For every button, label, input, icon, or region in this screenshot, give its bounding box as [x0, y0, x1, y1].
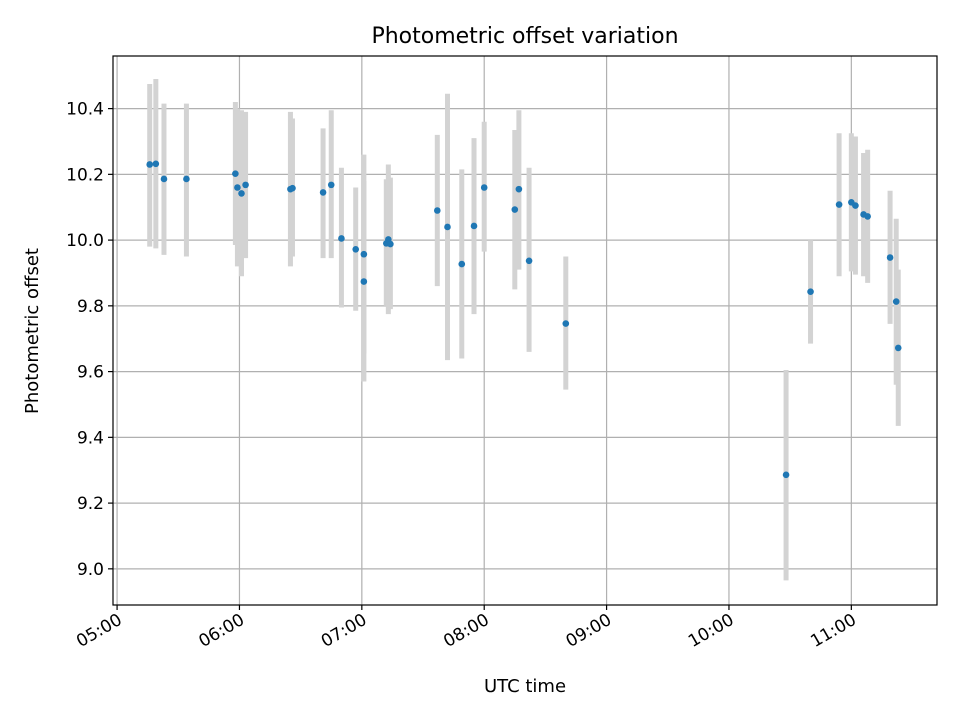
data-point [782, 471, 790, 479]
data-point [234, 184, 241, 191]
data-point [852, 202, 859, 209]
data-point [864, 213, 871, 220]
data-point [360, 250, 368, 258]
data-point [238, 190, 245, 197]
data-point [242, 181, 249, 189]
data-point [152, 160, 160, 168]
data-point [444, 223, 451, 231]
data-point [319, 189, 327, 196]
y-tick-label: 9.2 [77, 494, 104, 514]
grid-lines [113, 56, 937, 605]
data-point [886, 254, 894, 261]
data-point [387, 240, 394, 248]
y-tick-label: 9.0 [77, 560, 104, 580]
data-point [289, 184, 296, 192]
data-point [433, 207, 441, 214]
data-point [327, 181, 335, 189]
y-tick-label: 9.4 [77, 428, 104, 448]
x-axis-label: UTC time [484, 676, 566, 697]
y-tick-label: 10.4 [66, 100, 104, 120]
data-point [232, 170, 239, 177]
data-point [352, 246, 360, 253]
chart-title: Photometric offset variation [371, 24, 678, 49]
data-point [183, 175, 190, 183]
y-tick-label: 9.8 [77, 297, 104, 317]
data-point [515, 185, 523, 193]
y-axis-label: Photometric offset [22, 248, 43, 414]
data-point [470, 222, 478, 230]
data-point [338, 235, 345, 242]
data-points [146, 160, 902, 479]
y-tick-label: 10.2 [66, 165, 104, 185]
data-point [807, 288, 814, 296]
y-tick-label: 10.0 [66, 231, 104, 251]
y-tick-label: 9.6 [77, 363, 104, 383]
data-point [835, 201, 843, 208]
data-point [525, 257, 533, 265]
data-point [892, 298, 900, 305]
data-point [160, 175, 168, 183]
data-point [562, 320, 570, 327]
data-point [480, 184, 488, 191]
y-axis-ticks: 9.0 9.2 9.4 9.6 9.8 10.0 10.2 10.4 [66, 100, 113, 580]
plot-frame [112, 55, 938, 606]
data-point [894, 344, 902, 352]
data-point [146, 161, 154, 168]
data-point [360, 278, 368, 285]
data-point [458, 260, 466, 268]
data-point [511, 206, 519, 213]
